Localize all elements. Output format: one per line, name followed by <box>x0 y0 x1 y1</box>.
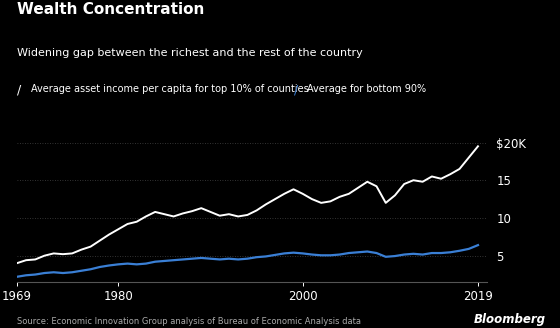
Text: Wealth Concentration: Wealth Concentration <box>17 2 204 17</box>
Text: /: / <box>294 84 298 97</box>
Text: Average asset income per capita for top 10% of counties: Average asset income per capita for top … <box>31 84 309 93</box>
Text: Source: Economic Innovation Group analysis of Bureau of Economic Analysis data: Source: Economic Innovation Group analys… <box>17 318 361 326</box>
Text: Average for bottom 90%: Average for bottom 90% <box>307 84 426 93</box>
Text: Bloomberg: Bloomberg <box>474 313 546 326</box>
Text: Widening gap between the richest and the rest of the country: Widening gap between the richest and the… <box>17 48 362 57</box>
Text: /: / <box>17 84 21 97</box>
